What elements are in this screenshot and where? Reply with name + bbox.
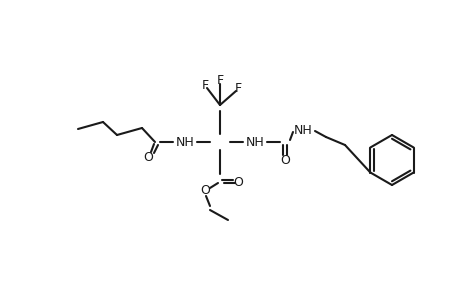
Text: F: F (216, 74, 223, 86)
Text: NH: NH (245, 136, 264, 148)
Text: NH: NH (293, 124, 312, 136)
Text: O: O (233, 176, 242, 188)
Text: NH: NH (175, 136, 194, 148)
Text: O: O (200, 184, 209, 196)
Text: O: O (280, 154, 289, 166)
Text: O: O (143, 151, 152, 164)
Text: F: F (234, 82, 241, 94)
Text: F: F (201, 79, 208, 92)
